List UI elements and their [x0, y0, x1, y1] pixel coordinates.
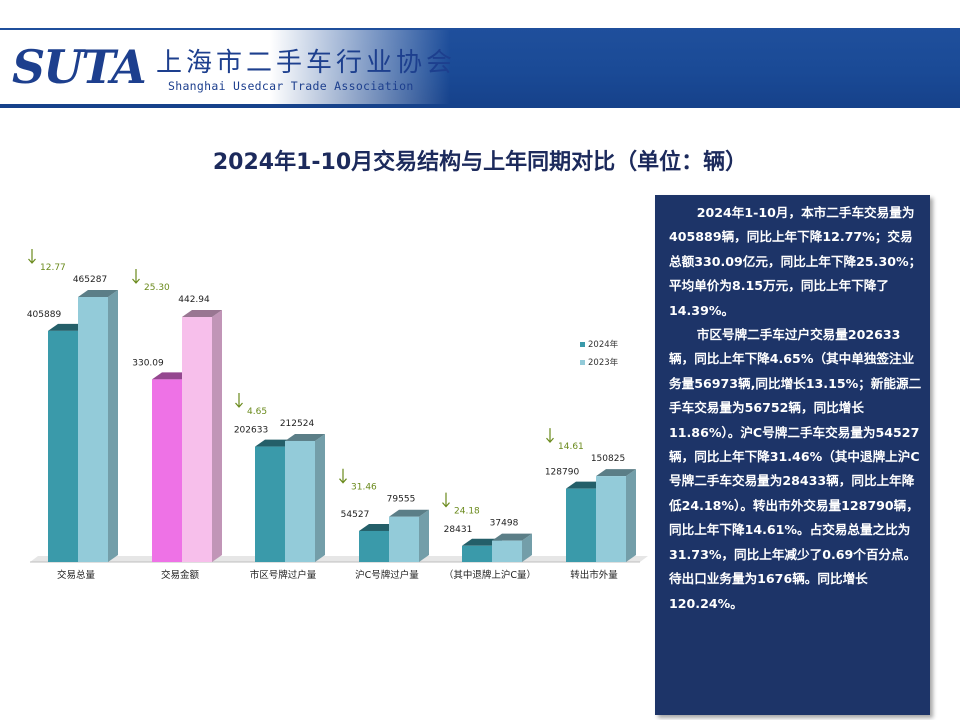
decline-pct-0: 12.77 [40, 263, 66, 273]
category-label-3: 沪C号牌过户量 [355, 569, 419, 581]
bar-2023-5-side [626, 469, 636, 562]
category-label-5: 转出市外量 [570, 569, 618, 581]
bar-2023-3-side [419, 509, 429, 562]
summary-paragraph-1: 2024年1-10月，本市二手车交易量为405889辆，同比上年下降12.77%… [669, 205, 922, 318]
bar-2023-1-side [212, 310, 222, 562]
down-arrow-icon-1 [132, 269, 140, 284]
chart-floor [30, 556, 648, 562]
bar-2023-4-side [522, 533, 532, 562]
decline-pct-2: 4.65 [247, 407, 267, 417]
decline-pct-4: 24.18 [454, 507, 480, 517]
org-name-en: Shanghai Usedcar Trade Association [168, 79, 414, 93]
bar-2023-0-side [108, 290, 118, 562]
bar-2023-0 [78, 297, 108, 562]
bar-2023-3-top [389, 509, 429, 517]
decline-pct-1: 25.30 [144, 283, 170, 293]
bar-2023-2-side [315, 433, 325, 562]
value-label-2023-4: 37498 [490, 519, 519, 529]
top-band [0, 0, 960, 28]
bar-2023-3 [389, 516, 419, 562]
legend-swatch-2024 [580, 342, 585, 347]
bar-2024-5 [566, 488, 596, 562]
category-label-2: 市区号牌过户量 [250, 569, 317, 581]
value-label-2024-2: 202633 [234, 426, 268, 436]
value-label-2024-5: 128790 [545, 468, 580, 478]
legend-label-2023: 2023年 [588, 357, 619, 368]
legend-label-2024: 2024年 [588, 339, 619, 350]
bar-2023-5 [596, 476, 626, 562]
legend-swatch-2023 [580, 360, 585, 365]
decline-pct-5: 14.61 [558, 442, 584, 452]
bar-2024-3 [359, 530, 389, 562]
bar-2023-0-top [78, 290, 118, 297]
page-title: 2024年1-10月交易结构与上年同期对比（单位：辆） [212, 150, 748, 175]
bar-2024-4 [462, 545, 492, 562]
value-label-2023-3: 79555 [387, 495, 416, 505]
bar-2023-1 [182, 317, 212, 562]
value-label-2023-0: 465287 [73, 275, 107, 285]
down-arrow-icon-0 [28, 249, 36, 264]
down-arrow-icon-4 [442, 492, 450, 508]
summary-paragraph-2: 市区号牌二手车过户交易量202633辆，同比上年下降4.65%（其中单独签注业务… [669, 327, 922, 611]
bar-2023-4 [492, 540, 522, 562]
value-label-2024-4: 28431 [444, 525, 473, 535]
bar-2023-5-top [596, 469, 636, 477]
value-label-2024-0: 405889 [27, 310, 62, 320]
bar-2023-1-top [182, 310, 222, 317]
bar-2024-0 [48, 330, 78, 562]
decline-pct-3: 31.46 [351, 483, 377, 493]
category-label-1: 交易金额 [161, 569, 200, 581]
value-label-2024-1: 330.09 [132, 358, 164, 368]
down-arrow-icon-5 [546, 428, 554, 444]
bar-chart: 405889 465287 12.77 交易总量 330.09 442.94 25.30 交易… [27, 249, 648, 581]
summary-panel: 2024年1-10月，本市二手车交易量为405889辆，同比上年下降12.77%… [655, 195, 930, 715]
org-name-cn: 上海市二手车行业协会 [156, 48, 457, 78]
category-label-0: 交易总量 [57, 569, 96, 581]
bar-2024-2 [255, 446, 285, 562]
logo-panel [0, 30, 450, 104]
value-label-2023-1: 442.94 [178, 295, 210, 305]
value-label-2023-5: 150825 [591, 454, 625, 464]
down-arrow-icon-3 [339, 468, 347, 484]
bar-2023-4-top [492, 533, 532, 541]
bar-2024-1 [152, 379, 182, 562]
value-label-2024-3: 54527 [341, 510, 370, 520]
suta-logo: SUTA [12, 40, 147, 94]
value-label-2023-2: 212524 [280, 419, 315, 429]
category-label-4: （其中退牌上沪C量） [444, 569, 536, 581]
bar-2023-2 [285, 440, 315, 562]
down-arrow-icon-2 [235, 392, 243, 408]
bar-2023-2-top [285, 433, 325, 441]
